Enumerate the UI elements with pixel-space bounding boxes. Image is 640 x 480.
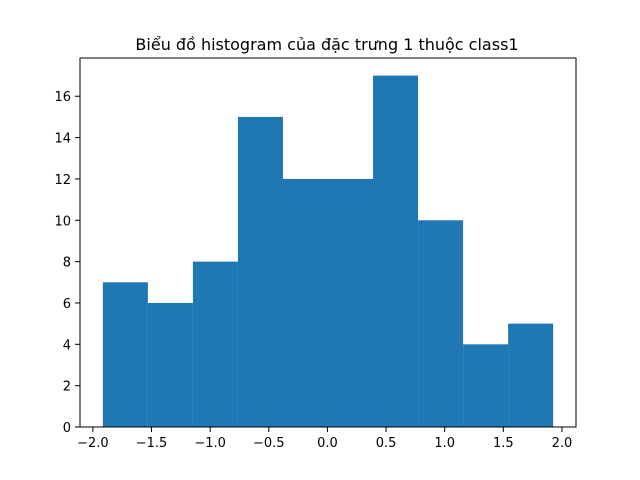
histogram-bar-1 xyxy=(102,282,148,427)
y-tick-label: 16 xyxy=(54,90,71,105)
y-tick-label: 6 xyxy=(63,297,71,312)
x-tick-label: −1.0 xyxy=(194,436,226,451)
y-tick-label: 4 xyxy=(63,338,71,353)
histogram-bar-10 xyxy=(508,323,554,427)
y-tick-label: 0 xyxy=(63,421,71,436)
x-tick-label: 1.0 xyxy=(434,436,455,451)
histogram-bar-4 xyxy=(237,116,283,428)
histogram-bar-8 xyxy=(418,220,464,427)
x-tick-label: −2.0 xyxy=(77,436,109,451)
x-tick-label: −0.5 xyxy=(253,436,285,451)
x-tick-label: 1.5 xyxy=(493,436,514,451)
histogram-bar-7 xyxy=(373,75,419,428)
bars-group xyxy=(102,75,554,428)
histogram-bar-9 xyxy=(463,344,509,427)
x-tick-label: 0.5 xyxy=(376,436,397,451)
y-tick-label: 10 xyxy=(54,214,71,229)
y-tick-label: 8 xyxy=(63,256,71,271)
y-axis-ticks: 0 2 4 6 8 10 12 14 16 xyxy=(54,90,80,436)
y-tick-label: 2 xyxy=(63,380,71,395)
y-tick-label: 12 xyxy=(54,173,71,188)
histogram-bar-2 xyxy=(147,302,193,427)
y-tick-label: 14 xyxy=(54,132,71,147)
histogram-bar-5 xyxy=(282,178,328,427)
x-tick-label: 2.0 xyxy=(552,436,573,451)
x-tick-label: 0.0 xyxy=(317,436,338,451)
histogram-bar-3 xyxy=(192,261,238,427)
x-axis-ticks: −2.0 −1.5 −1.0 −0.5 0.0 0.5 1.0 1.5 2.0 xyxy=(77,427,572,451)
histogram-bar-6 xyxy=(328,178,374,427)
plot-frame xyxy=(79,57,577,428)
x-tick-label: −1.5 xyxy=(136,436,168,451)
chart-title: Biểu đồ histogram của đặc trưng 1 thuộc … xyxy=(135,35,518,54)
